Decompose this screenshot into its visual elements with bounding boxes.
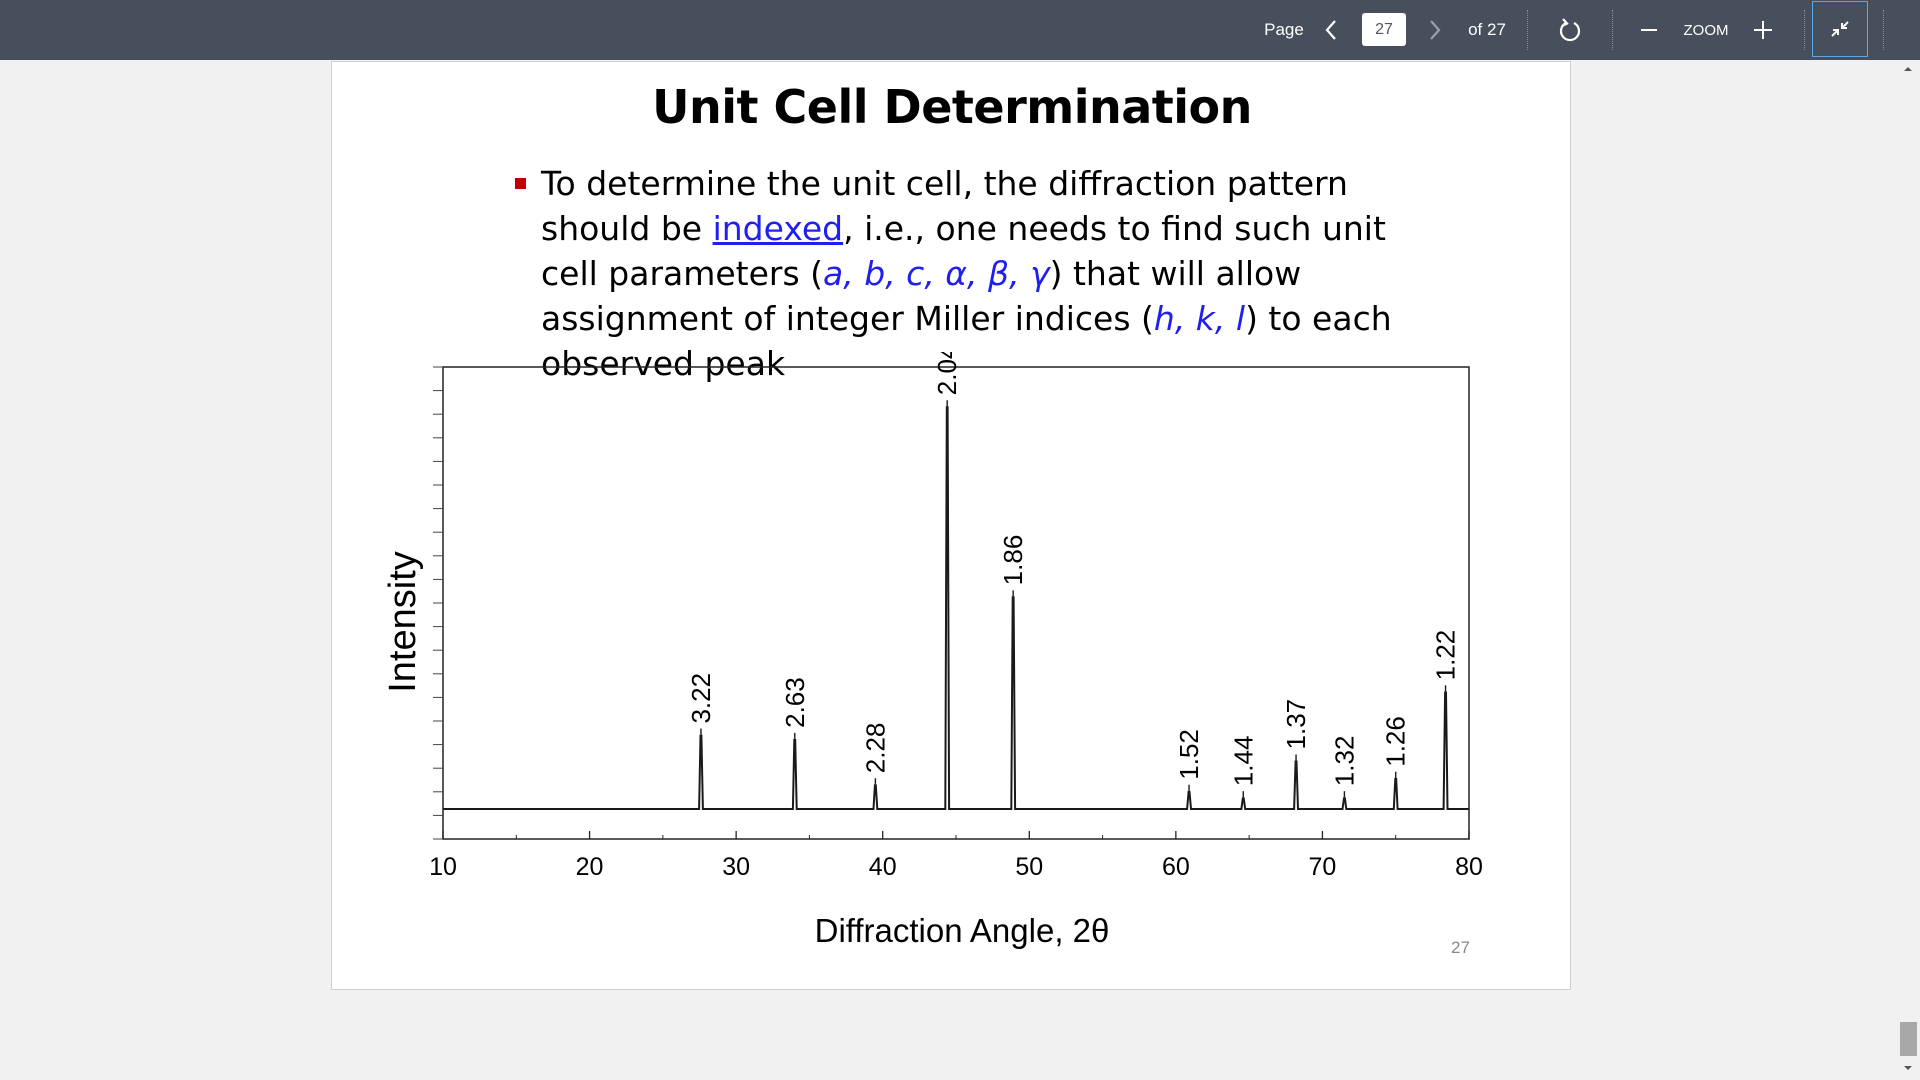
diffraction-chart: 10 20 30 40 50 60 70 80 3.22 2.63 2.28 2.04 1.86 1.5…: [382, 352, 1483, 949]
x-tick-label: 20: [576, 853, 604, 881]
slide-title: Unit Cell Determination: [652, 80, 1252, 134]
x-tick-label: 30: [722, 853, 750, 881]
miller-indices: h, k, l: [1153, 299, 1246, 338]
toolbar-divider: [1612, 10, 1613, 50]
exit-fullscreen-button[interactable]: [1812, 1, 1868, 57]
toolbar-divider: [1883, 10, 1884, 50]
slide-number: 27: [1451, 938, 1470, 957]
bullet-text-part: To determine the unit cell, the diffract…: [541, 164, 1348, 248]
next-page-button[interactable]: [1422, 0, 1448, 60]
exit-fullscreen-icon: [1831, 21, 1849, 37]
peak-d-spacing-label: 2.04: [932, 352, 962, 395]
slide-page: Unit Cell Determination To determine the…: [331, 61, 1571, 990]
peak-d-spacing-label: 1.52: [1174, 729, 1204, 780]
diffraction-pattern-line: [443, 406, 1469, 810]
plot-frame: [442, 366, 1470, 840]
chevron-left-icon: [1325, 20, 1336, 40]
toolbar-divider: [1527, 10, 1528, 50]
bullet-text-part: ) that will allow assignment of integer …: [541, 254, 1302, 338]
indexed-term: indexed: [712, 209, 844, 248]
x-tick-label: 40: [869, 853, 897, 881]
peak-d-spacing-label: 3.22: [686, 673, 716, 724]
toolbar-divider: [1804, 10, 1805, 50]
bullet-text: To determine the unit cell, the diffract…: [541, 161, 1441, 386]
plus-icon: [1754, 21, 1772, 39]
x-tick-label: 10: [429, 853, 457, 881]
scrollbar-thumb[interactable]: [1900, 1022, 1917, 1056]
x-tick-label: 80: [1455, 853, 1483, 881]
zoom-in-button[interactable]: [1750, 0, 1776, 60]
scroll-down-arrow-icon[interactable]: [1903, 1065, 1913, 1071]
page-number-input[interactable]: [1362, 13, 1406, 46]
bullet-text-part: , i.e., one needs to find such unit cell…: [541, 209, 1386, 293]
zoom-out-button[interactable]: [1636, 0, 1662, 60]
scroll-up-arrow-icon[interactable]: [1903, 66, 1913, 72]
previous-page-button[interactable]: [1318, 0, 1344, 60]
bullet-marker: [515, 178, 526, 189]
bullet-text-part: ) to each observed peak: [541, 299, 1392, 383]
peak-d-spacing-label: 1.37: [1281, 699, 1311, 750]
peak-d-spacing-label: 1.26: [1381, 716, 1411, 767]
x-axis-label: Diffraction Angle, 2θ: [815, 912, 1110, 949]
peak-d-spacing-label: 2.63: [780, 677, 810, 728]
rotate-icon: [1559, 18, 1581, 42]
vertical-scrollbar[interactable]: [1897, 60, 1920, 1080]
x-tick-label: 50: [1015, 853, 1043, 881]
page-label: Page: [1264, 20, 1304, 39]
peak-d-spacing-label: 1.44: [1228, 736, 1258, 787]
peak-d-spacing-label: 2.28: [860, 723, 890, 774]
peak-d-spacing-label: 1.22: [1431, 630, 1461, 681]
minus-icon: [1641, 29, 1657, 31]
page-total-label: of 27: [1468, 20, 1506, 39]
viewer-toolbar: Page of 27 ZOOM: [0, 0, 1920, 60]
peak-d-spacing-label: 1.32: [1329, 736, 1359, 787]
peak-d-spacing-label: 1.86: [998, 535, 1028, 586]
x-tick-label: 70: [1309, 853, 1337, 881]
zoom-label: ZOOM: [1683, 21, 1729, 39]
chevron-right-icon: [1430, 20, 1441, 40]
x-tick-label: 60: [1162, 853, 1190, 881]
y-axis-label: Intensity: [382, 551, 424, 693]
rotate-button[interactable]: [1553, 0, 1587, 60]
cell-parameters: a, b, c, α, β, γ: [823, 254, 1050, 293]
